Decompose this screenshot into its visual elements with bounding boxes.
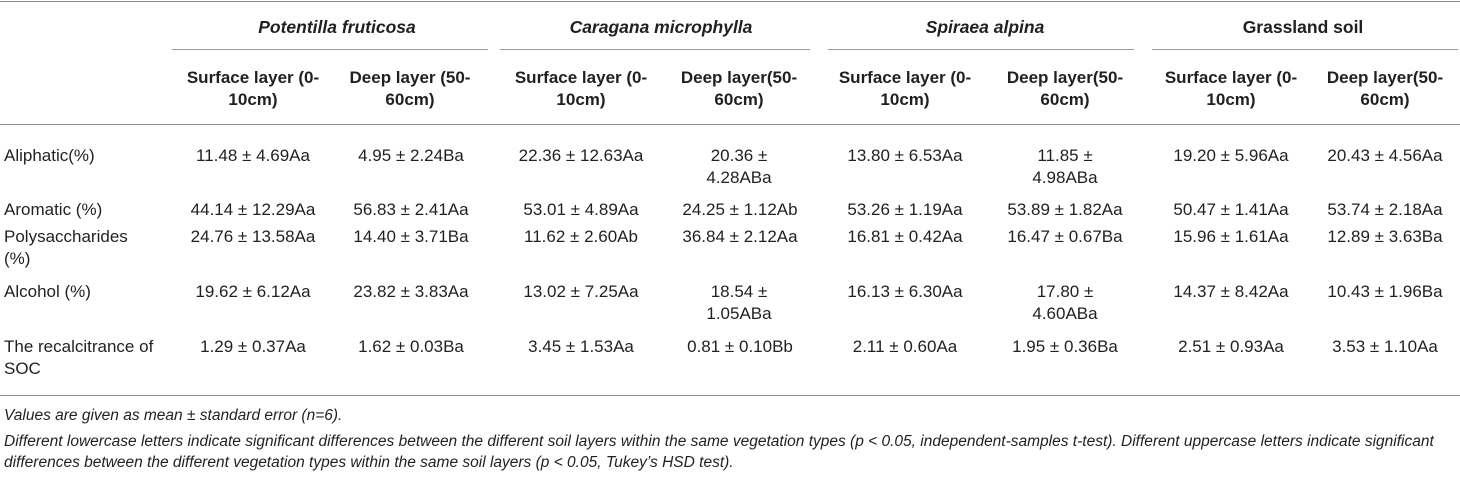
cell-recalcitrance-caragana-surface: 3.45 ± 1.53Aa [528,337,634,356]
cell-recalcitrance-caragana-deep: 0.81 ± 0.10Bb [687,337,793,356]
cell-alcohol-spiraea-surface: 16.13 ± 6.30Aa [847,282,963,301]
row-label-polysaccharides: Polysaccharides (%) [4,227,128,268]
cell-alcohol-caragana-deep: 18.54 ± 1.05ABa [706,282,772,323]
cell-aromatic-spiraea-deep: 53.89 ± 1.82Aa [1007,200,1123,219]
cell-polysaccharides-potentilla-surface: 24.76 ± 13.58Aa [190,227,316,246]
cell-aliphatic-spiraea-deep: 11.85 ± 4.98ABa [1032,146,1098,187]
cell-alcohol-potentilla-deep: 23.82 ± 3.83Aa [353,282,469,301]
subheader-caragana-surface: Surface layer (0-10cm) [514,68,648,109]
group-header-caragana-microphylla: Caragana microphylla [569,17,753,37]
cell-polysaccharides-spiraea-surface: 16.81 ± 0.42Aa [847,227,963,246]
footnote-significance: Different lowercase letters indicate sig… [4,433,1434,471]
top-rule [0,1,1460,2]
cell-aliphatic-grassland-surface: 19.20 ± 5.96Aa [1173,146,1289,165]
cell-aromatic-caragana-surface: 53.01 ± 4.89Aa [523,200,639,219]
cell-aliphatic-potentilla-deep: 4.95 ± 2.24Ba [358,146,464,165]
group-header-spiraea-alpina: Spiraea alpina [925,17,1045,37]
subheader-spiraea-deep: Deep layer(50-60cm) [1006,68,1124,109]
cell-recalcitrance-grassland-deep: 3.53 ± 1.10Aa [1332,337,1438,356]
cell-aliphatic-caragana-surface: 22.36 ± 12.63Aa [518,146,644,165]
group-underline-grassland [1152,49,1458,50]
cell-recalcitrance-potentilla-surface: 1.29 ± 0.37Aa [200,337,306,356]
cell-alcohol-spiraea-deep: 17.80 ± 4.60ABa [1032,282,1098,323]
cell-recalcitrance-spiraea-deep: 1.95 ± 0.36Ba [1012,337,1118,356]
cell-aliphatic-potentilla-surface: 11.48 ± 4.69Aa [196,146,310,165]
cell-aliphatic-caragana-deep: 20.36 ± 4.28ABa [706,146,772,187]
cell-polysaccharides-caragana-surface: 11.62 ± 2.60Ab [524,227,638,246]
cell-polysaccharides-spiraea-deep: 16.47 ± 0.67Ba [1007,227,1123,246]
group-underline-spiraea [828,49,1134,50]
cell-recalcitrance-grassland-surface: 2.51 ± 0.93Aa [1178,337,1284,356]
bottom-rule [0,395,1460,396]
cell-alcohol-grassland-deep: 10.43 ± 1.96Ba [1327,282,1443,301]
cell-alcohol-potentilla-surface: 19.62 ± 6.12Aa [195,282,311,301]
cell-recalcitrance-spiraea-surface: 2.11 ± 0.60Aa [852,337,958,356]
group-underline-caragana [500,49,810,50]
subheader-spiraea-surface: Surface layer (0-10cm) [838,68,972,109]
cell-aromatic-spiraea-surface: 53.26 ± 1.19Aa [847,200,963,219]
cell-aromatic-grassland-deep: 53.74 ± 2.18Aa [1327,200,1443,219]
row-label-aromatic: Aromatic (%) [4,200,103,219]
cell-aliphatic-spiraea-surface: 13.80 ± 6.53Aa [847,146,963,165]
cell-alcohol-grassland-surface: 14.37 ± 8.42Aa [1173,282,1289,301]
cell-aromatic-grassland-surface: 50.47 ± 1.41Aa [1173,200,1289,219]
row-label-aliphatic: Aliphatic(%) [4,146,95,165]
row-label-alcohol: Alcohol (%) [4,282,91,301]
cell-aliphatic-grassland-deep: 20.43 ± 4.56Aa [1327,146,1443,165]
cell-aromatic-caragana-deep: 24.25 ± 1.12Ab [682,200,798,219]
cell-recalcitrance-potentilla-deep: 1.62 ± 0.03Ba [358,337,464,356]
cell-polysaccharides-potentilla-deep: 14.40 ± 3.71Ba [353,227,469,246]
cell-polysaccharides-grassland-deep: 12.89 ± 3.63Ba [1327,227,1443,246]
subheader-grassland-deep: Deep layer(50-60cm) [1326,68,1444,109]
subheader-caragana-deep: Deep layer(50-60cm) [680,68,798,109]
subheader-potentilla-surface: Surface layer (0-10cm) [186,68,320,109]
footnote-values: Values are given as mean ± standard erro… [4,407,343,424]
subheader-potentilla-deep: Deep layer (50-60cm) [349,68,471,109]
cell-aromatic-potentilla-surface: 44.14 ± 12.29Aa [190,200,316,219]
group-header-grassland-soil: Grassland soil [1242,17,1364,37]
subheader-grassland-surface: Surface layer (0-10cm) [1164,68,1298,109]
header-rule [0,124,1460,125]
cell-aromatic-potentilla-deep: 56.83 ± 2.41Aa [353,200,469,219]
cell-alcohol-caragana-surface: 13.02 ± 7.25Aa [523,282,639,301]
group-underline-potentilla [172,49,488,50]
row-label-recalcitrance-of-soc: The recalcitrance of SOC [4,337,154,378]
group-header-potentilla-fruticosa: Potentilla fruticosa [258,17,416,37]
cell-polysaccharides-grassland-surface: 15.96 ± 1.61Aa [1173,227,1289,246]
cell-polysaccharides-caragana-deep: 36.84 ± 2.12Aa [682,227,798,246]
